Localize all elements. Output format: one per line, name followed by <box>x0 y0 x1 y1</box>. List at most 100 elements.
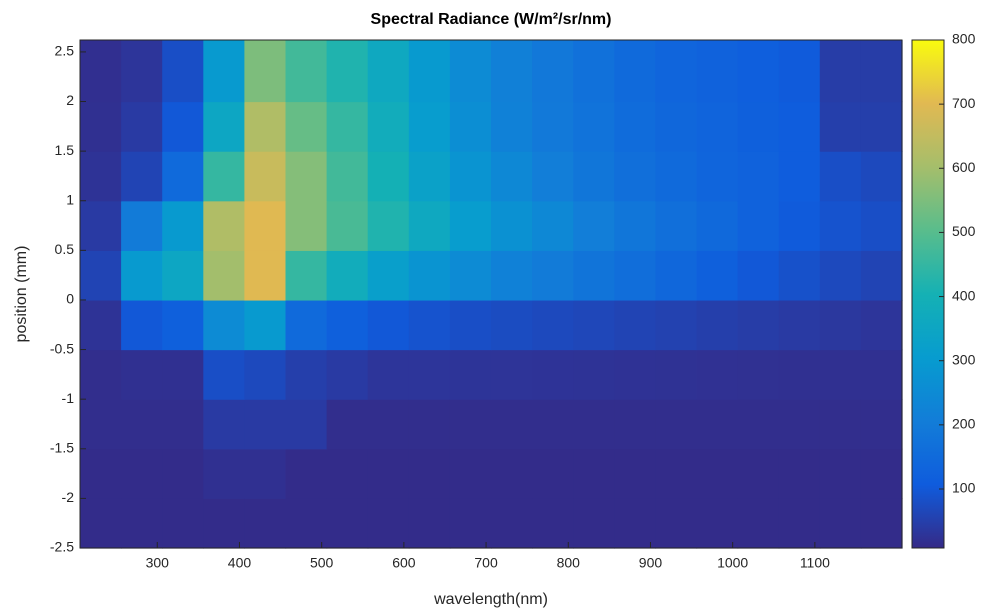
cell <box>696 200 739 251</box>
cell <box>367 250 410 301</box>
cell <box>326 151 369 202</box>
cell <box>408 349 451 400</box>
cell <box>244 498 287 549</box>
cell <box>737 399 780 450</box>
colorbar-tick-label: 300 <box>952 351 976 367</box>
cell <box>121 151 163 202</box>
cell <box>655 349 698 400</box>
cell <box>655 200 698 251</box>
cell <box>860 151 903 202</box>
cell <box>80 399 122 450</box>
colorbar-tick-label: 600 <box>952 159 976 175</box>
x-tick-label: 500 <box>310 555 334 571</box>
x-tick-label: 900 <box>639 555 663 571</box>
cell <box>737 250 780 301</box>
cell <box>326 40 369 103</box>
cell <box>367 200 410 251</box>
cell <box>491 299 533 351</box>
cell <box>819 250 862 301</box>
cell <box>737 299 780 351</box>
cell <box>121 498 163 549</box>
cell <box>408 200 451 251</box>
cell <box>696 250 739 301</box>
cell <box>449 151 492 202</box>
cell <box>121 448 163 499</box>
cell <box>326 250 369 301</box>
cell <box>162 40 204 103</box>
cell <box>696 448 739 499</box>
cell <box>408 151 451 202</box>
cell <box>244 250 287 301</box>
cell <box>491 200 533 251</box>
cell <box>737 498 780 549</box>
cell <box>285 101 328 152</box>
cell <box>326 349 369 400</box>
cell <box>491 399 533 450</box>
cell <box>408 40 451 103</box>
cell <box>778 349 821 400</box>
cell <box>860 200 903 251</box>
cell <box>860 101 903 152</box>
cell <box>121 101 163 152</box>
cell <box>80 448 122 499</box>
x-tick-label: 1000 <box>717 555 748 571</box>
cell <box>778 448 821 499</box>
cell <box>80 250 122 301</box>
x-axis-label: wavelength(nm) <box>433 591 548 608</box>
cell <box>367 101 410 152</box>
cell <box>367 498 410 549</box>
cell <box>326 448 369 499</box>
y-tick-label: 1 <box>66 191 74 207</box>
colorbar-tick-label: 100 <box>952 480 976 496</box>
cell <box>696 40 739 103</box>
cell <box>285 40 328 103</box>
cell <box>737 349 780 400</box>
cell <box>121 399 163 450</box>
cell <box>203 498 245 549</box>
cell <box>614 151 656 202</box>
cell <box>162 299 204 351</box>
y-tick-label: -2.5 <box>50 539 74 555</box>
y-tick-label: 2 <box>66 92 74 108</box>
cell <box>80 101 122 152</box>
cell <box>244 101 287 152</box>
cell <box>655 399 698 450</box>
cell <box>696 399 739 450</box>
x-tick-label: 300 <box>146 555 170 571</box>
cell <box>573 349 615 400</box>
colorbar <box>911 39 945 549</box>
y-tick-label: 1.5 <box>55 142 75 158</box>
cell <box>408 399 451 450</box>
colorbar-tick-label: 400 <box>952 287 976 303</box>
cell <box>778 200 821 251</box>
cell <box>573 399 615 450</box>
cell <box>655 40 698 103</box>
cell <box>778 299 821 351</box>
heatmap <box>80 40 903 549</box>
cell <box>696 349 739 400</box>
cell <box>491 448 533 499</box>
cell <box>614 448 656 499</box>
cell <box>491 101 533 152</box>
cell <box>162 498 204 549</box>
cell <box>162 349 204 400</box>
cell <box>532 151 574 202</box>
cell <box>655 151 698 202</box>
cell <box>449 399 492 450</box>
x-tick-label: 700 <box>474 555 498 571</box>
y-tick-label: -1.5 <box>50 439 74 455</box>
cell <box>819 151 862 202</box>
cell <box>203 40 245 103</box>
y-tick-label: 2.5 <box>55 43 75 59</box>
cell <box>244 448 287 499</box>
cell <box>408 101 451 152</box>
cell <box>614 299 656 351</box>
cell <box>655 498 698 549</box>
cell <box>737 101 780 152</box>
cell <box>655 250 698 301</box>
cell <box>449 299 492 351</box>
cell <box>367 40 410 103</box>
cell <box>285 151 328 202</box>
cell <box>614 200 656 251</box>
